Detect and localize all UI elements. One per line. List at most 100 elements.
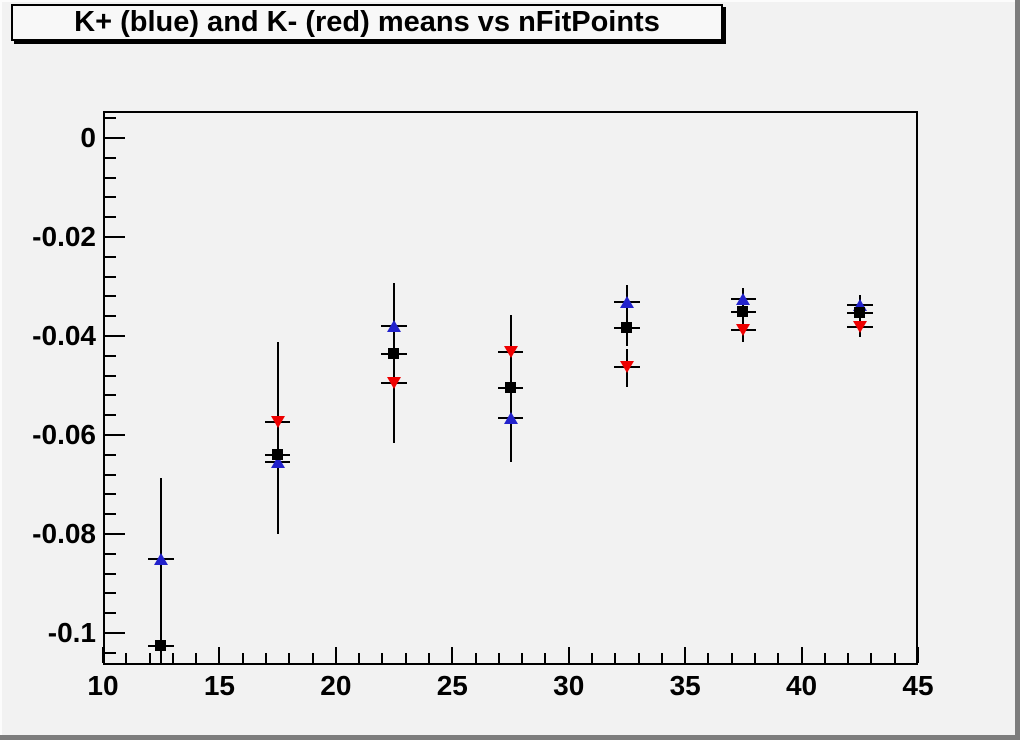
y-error-bar <box>160 563 163 663</box>
x-axis-minor-tick <box>893 653 896 663</box>
data-marker-square <box>853 307 865 319</box>
x-axis-minor-tick <box>474 653 477 663</box>
x-axis-minor-tick <box>707 653 710 663</box>
y-axis-minor-tick <box>105 295 116 298</box>
plot-frame <box>103 111 918 665</box>
data-marker-triangle-down <box>387 377 402 390</box>
x-axis-tick-label: 10 <box>87 670 119 701</box>
x-axis-major-tick <box>218 647 221 663</box>
x-axis-minor-tick <box>591 653 593 663</box>
data-marker-triangle-down <box>503 345 518 358</box>
y-axis-minor-tick <box>105 493 116 496</box>
x-axis-tick-label: 40 <box>785 670 818 701</box>
x-axis-minor-tick <box>404 653 407 663</box>
y-axis-minor-tick <box>105 552 116 555</box>
x-axis-minor-tick <box>660 653 663 663</box>
y-axis-minor-tick <box>105 572 116 575</box>
data-marker-triangle-down <box>619 361 634 374</box>
y-axis-minor-tick <box>105 255 116 258</box>
data-marker-square <box>620 322 632 334</box>
data-marker-triangle-up <box>619 295 634 308</box>
data-marker-triangle-up <box>503 412 518 425</box>
data-marker-triangle-down <box>852 321 867 334</box>
data-marker-triangle-down <box>736 324 751 337</box>
data-marker-triangle-up <box>387 320 402 333</box>
data-marker-square <box>737 306 749 318</box>
x-axis-minor-tick <box>241 653 244 663</box>
x-axis-tick-label: 25 <box>436 670 468 701</box>
x-axis-tick-label: 15 <box>203 670 235 701</box>
y-axis-minor-tick <box>105 374 116 377</box>
x-axis-minor-tick <box>521 653 524 663</box>
x-axis-major-tick <box>334 647 337 663</box>
y-axis-minor-tick <box>105 592 116 595</box>
y-axis-minor-tick <box>105 394 116 397</box>
x-axis-minor-tick <box>195 653 198 663</box>
x-axis-tick-label: 35 <box>669 670 701 701</box>
x-axis-minor-tick <box>823 653 826 663</box>
x-axis-minor-tick <box>754 653 756 663</box>
chart-title-box: K+ (blue) and K- (red) means vs nFitPoin… <box>11 4 723 41</box>
x-axis-minor-tick <box>311 653 314 663</box>
y-axis-tick-label: 0 <box>80 121 96 153</box>
x-axis-minor-tick <box>637 653 640 663</box>
x-axis-tick-label: 20 <box>320 670 352 701</box>
data-marker-square <box>504 381 516 393</box>
y-axis-major-tick <box>105 334 125 337</box>
chart-title: K+ (blue) and K- (red) means vs nFitPoin… <box>74 6 660 38</box>
y-axis-minor-tick <box>105 651 116 654</box>
x-axis-tick-label: 30 <box>553 670 585 701</box>
y-axis-major-tick <box>105 235 125 238</box>
x-axis-major-tick <box>102 647 104 663</box>
x-axis-tick-label: 45 <box>902 670 934 701</box>
data-marker-square <box>388 347 400 359</box>
y-axis-minor-tick <box>105 612 116 615</box>
x-axis-major-tick <box>567 647 570 663</box>
y-axis-major-tick <box>105 434 125 436</box>
x-axis-minor-tick <box>171 653 174 663</box>
y-axis-tick-label: -0.04 <box>32 319 96 351</box>
x-axis-minor-tick <box>288 653 291 663</box>
data-marker-triangle-down <box>270 416 285 429</box>
data-marker-square <box>155 639 167 651</box>
x-axis-minor-tick <box>148 653 151 663</box>
y-axis-major-tick <box>105 533 125 535</box>
y-axis-tick-label: -0.02 <box>32 220 96 252</box>
x-axis-minor-tick <box>847 653 850 663</box>
y-axis-tick-label: -0.1 <box>47 617 96 649</box>
y-axis-minor-tick <box>105 216 116 219</box>
x-axis-major-tick <box>917 647 919 663</box>
y-axis-minor-tick <box>105 513 116 516</box>
x-axis-minor-tick <box>358 653 361 663</box>
x-axis-major-tick <box>800 647 803 663</box>
y-axis-minor-tick <box>105 453 116 456</box>
y-axis-major-tick <box>105 632 125 635</box>
y-axis-minor-tick <box>105 473 116 476</box>
y-axis-minor-tick <box>105 176 116 179</box>
y-axis-tick-label: -0.08 <box>32 518 96 549</box>
x-axis-minor-tick <box>125 653 128 663</box>
x-axis-minor-tick <box>265 653 267 663</box>
x-axis-minor-tick <box>544 653 547 663</box>
data-marker-triangle-up <box>154 553 169 566</box>
y-axis-minor-tick <box>105 117 116 120</box>
x-axis-major-tick <box>684 647 687 663</box>
data-marker-square <box>271 448 283 460</box>
y-axis-tick-label: -0.06 <box>32 419 96 450</box>
x-axis-minor-tick <box>497 653 500 663</box>
y-axis-minor-tick <box>105 156 116 159</box>
y-axis-minor-tick <box>105 414 116 417</box>
y-axis-minor-tick <box>105 354 116 357</box>
x-axis-minor-tick <box>614 653 617 663</box>
x-axis-minor-tick <box>870 653 873 663</box>
x-axis-minor-tick <box>381 653 384 663</box>
x-axis-major-tick <box>451 647 454 663</box>
y-axis-minor-tick <box>105 275 116 278</box>
x-axis-minor-tick <box>777 653 780 663</box>
x-axis-minor-tick <box>730 653 733 663</box>
y-axis-major-tick <box>105 136 125 139</box>
data-marker-triangle-up <box>736 292 751 305</box>
x-axis-minor-tick <box>428 653 430 663</box>
y-axis-minor-tick <box>105 315 116 318</box>
